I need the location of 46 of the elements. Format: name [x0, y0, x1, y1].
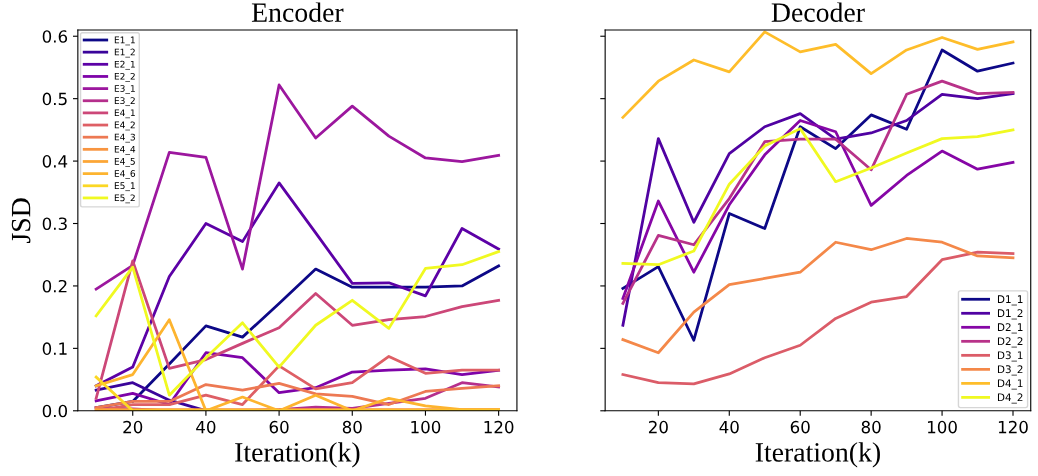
legend-label: D2_1 [997, 323, 1023, 334]
y-axis-title: JSD [11, 198, 31, 243]
legend-label: E3_1 [114, 85, 135, 94]
legend-label: D3_2 [997, 365, 1023, 376]
x-tick-label: 40 [719, 420, 739, 434]
legend-label: D1_1 [997, 295, 1023, 306]
y-tick-label: 0.5 [42, 92, 67, 106]
y-tick-label: 0.0 [42, 404, 68, 418]
legend-label: E2_1 [114, 60, 135, 70]
x-tick-label: 100 [928, 420, 957, 434]
legend-label: E4_2 [114, 121, 135, 131]
legend-label: E1_1 [114, 36, 135, 46]
x-tick-label: 120 [998, 420, 1028, 434]
legend-label: E4_6 [114, 170, 136, 179]
y-tick-label: 0.4 [42, 155, 68, 168]
y-tick-label: 0.3 [42, 217, 67, 231]
legend-label: D1_2 [997, 309, 1023, 320]
legend-label: E2_2 [114, 72, 135, 82]
legend-label: D3_1 [997, 351, 1023, 362]
x-tick-label: 80 [861, 420, 881, 434]
chart-title: Decoder [771, 2, 865, 22]
legend-label: E4_3 [114, 133, 135, 143]
x-axis-title: Iteration(k) [755, 442, 880, 468]
legend-label: D2_2 [997, 337, 1023, 348]
legend-label: E4_4 [114, 145, 136, 155]
x-tick-label: 100 [411, 420, 441, 434]
x-axis-title: Iteration(k) [235, 442, 360, 468]
legend-label: D4_1 [997, 379, 1023, 390]
legend-label: E5_1 [114, 182, 135, 192]
legend-label: E1_2 [114, 48, 135, 58]
y-tick-label: 0.2 [42, 279, 67, 293]
y-tick-label: 0.1 [42, 342, 67, 355]
x-tick-label: 40 [196, 420, 216, 434]
legend-label: E4_5 [114, 158, 135, 167]
x-tick-label: 20 [123, 420, 143, 434]
chart-title: Encoder [251, 2, 344, 22]
x-tick-label: 60 [790, 420, 810, 434]
y-tick-label: 0.6 [42, 30, 68, 43]
x-tick-label: 80 [342, 420, 362, 434]
x-tick-label: 20 [648, 420, 668, 434]
legend-label: D4_2 [997, 393, 1023, 404]
x-tick-label: 120 [484, 420, 514, 434]
legend-label: E4_1 [114, 109, 135, 119]
legend-label: E3_2 [114, 97, 135, 107]
x-tick-label: 60 [269, 420, 289, 434]
legend-label: E5_2 [114, 194, 135, 204]
